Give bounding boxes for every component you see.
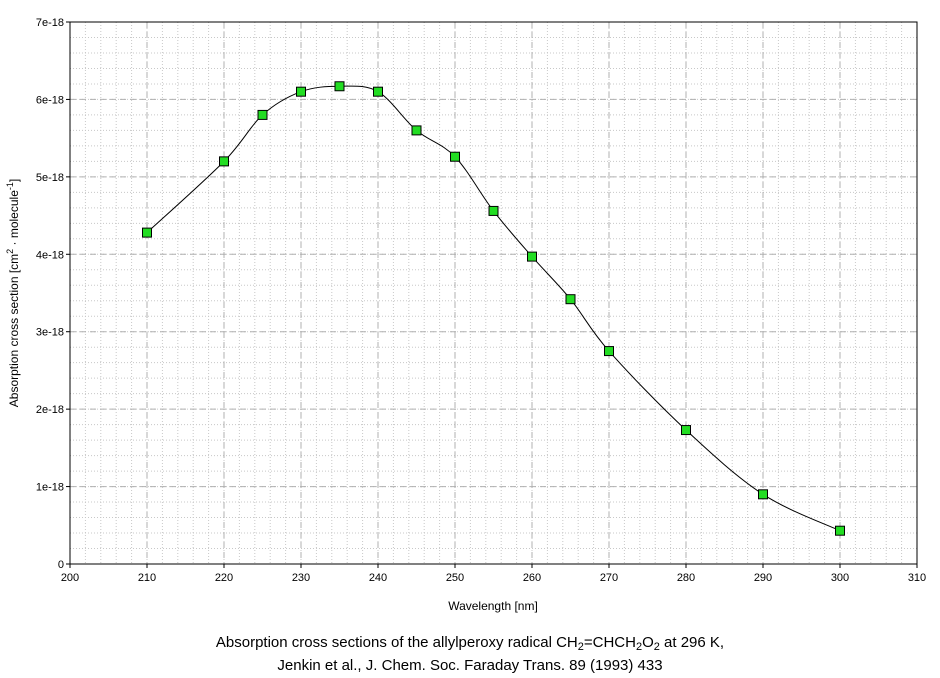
x-tick-label: 270: [600, 572, 618, 584]
x-tick-label: 230: [292, 572, 310, 584]
caption-text-c: O: [642, 634, 654, 651]
y-tick-label: 4e-18: [36, 249, 64, 261]
caption-text-b: =CHCH: [583, 634, 636, 651]
data-point-marker: [565, 294, 576, 305]
x-tick-label: 310: [908, 572, 926, 584]
caption-text-d: at 296 K,: [659, 634, 725, 651]
data-markers: [142, 81, 845, 536]
y-tick-label: 6e-18: [36, 94, 64, 106]
x-tick-label: 200: [61, 572, 79, 584]
data-point-marker: [373, 86, 383, 97]
axis-ticks: [66, 21, 918, 568]
x-tick-label: 280: [677, 572, 695, 584]
x-tick-label: 210: [138, 572, 156, 584]
x-tick-label: 300: [831, 572, 849, 584]
data-point-marker: [334, 81, 345, 92]
caption-sub-1: 2: [577, 641, 584, 653]
chart-caption-line2: Jenkin et al., J. Chem. Soc. Faraday Tra…: [277, 657, 663, 674]
data-point-marker: [758, 489, 768, 500]
y-tick-labels: 0 1e-18 2e-18 3e-18 4e-18 5e-18 6e-18 7e-18: [36, 17, 64, 571]
data-point-marker: [411, 125, 422, 136]
data-point-marker: [257, 109, 268, 120]
data-point-marker: [527, 251, 537, 262]
x-tick-label: 250: [446, 572, 464, 584]
data-point-marker: [681, 425, 691, 436]
y-axis-label-end: ]: [7, 179, 21, 182]
y-axis-label-sup1: 2: [5, 249, 15, 254]
data-point-marker: [488, 205, 499, 216]
data-point-marker: [604, 346, 614, 357]
y-axis-label-mid: · molecule: [7, 190, 21, 249]
data-point-marker: [835, 525, 845, 536]
data-line: [146, 85, 841, 532]
x-tick-label: 260: [523, 572, 541, 584]
y-tick-label: 1e-18: [36, 482, 64, 494]
caption-text-a: Absorption cross sections of the allylpe…: [215, 634, 578, 651]
x-axis-label: Wavelength [nm]: [448, 599, 538, 613]
caption-sub-2: 2: [635, 641, 643, 653]
y-axis-label-main: Absorption cross section [cm: [7, 254, 21, 407]
caption-sub-3: 2: [653, 641, 660, 653]
chart: 200 210 220 230 240 250 260 270 280 290 300 310 0 1e…: [5, 17, 926, 613]
major-grid: [69, 21, 918, 565]
y-axis-label-sup2: -1: [5, 182, 15, 190]
y-tick-label: 7e-18: [36, 17, 64, 29]
data-point-marker: [450, 151, 460, 162]
x-tick-label: 290: [754, 572, 772, 584]
plot-area-frame: [69, 21, 918, 565]
x-tick-label: 240: [369, 572, 387, 584]
y-tick-label: 3e-18: [36, 327, 64, 339]
y-tick-label: 5e-18: [36, 172, 64, 184]
minor-grid: [69, 21, 918, 565]
y-axis-label: Absorption cross section [cm2 · molecule…: [5, 179, 21, 407]
data-point-marker: [296, 86, 306, 97]
y-tick-label: 2e-18: [36, 404, 64, 416]
data-point-marker: [142, 227, 152, 238]
x-tick-labels: 200 210 220 230 240 250 260 270 280 290 300 310: [61, 572, 926, 584]
chart-caption-line1: Absorption cross sections of the allylpe…: [0, 634, 940, 653]
x-tick-label: 220: [215, 572, 233, 584]
data-point-marker: [219, 156, 229, 167]
y-tick-label: 0: [58, 559, 64, 571]
